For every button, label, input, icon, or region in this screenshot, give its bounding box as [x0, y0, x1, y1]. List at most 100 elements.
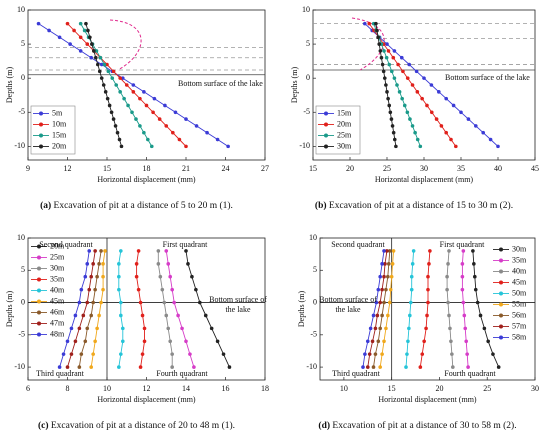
- data-point: [134, 117, 138, 121]
- data-point: [384, 287, 388, 292]
- data-point: [386, 274, 390, 279]
- data-point: [375, 28, 379, 33]
- data-point: [83, 339, 88, 344]
- data-point: [387, 62, 392, 67]
- data-point: [387, 300, 392, 305]
- y-tick-label: -5: [18, 330, 25, 339]
- data-point: [77, 326, 82, 331]
- data-point: [47, 28, 51, 33]
- caption-text: Excavation of pit at a distance of 15 to…: [329, 200, 513, 211]
- data-point: [402, 103, 407, 108]
- data-point: [425, 313, 429, 318]
- data-point: [405, 76, 410, 80]
- data-point: [392, 137, 397, 142]
- legend-marker: [37, 310, 41, 315]
- data-point: [384, 326, 388, 331]
- data-point: [415, 137, 420, 142]
- y-axis-label: Depths (m): [5, 291, 14, 328]
- data-point: [198, 300, 202, 305]
- legend-label: 55m: [512, 299, 527, 308]
- legend-box: [30, 105, 76, 155]
- data-point: [401, 69, 405, 74]
- data-point: [482, 326, 487, 331]
- data-point: [466, 365, 470, 369]
- data-point: [422, 76, 426, 80]
- x-tick-label: 15: [309, 164, 317, 173]
- data-point: [117, 365, 121, 369]
- data-point: [397, 90, 402, 94]
- data-point: [390, 124, 395, 128]
- y-tick-label: 0: [313, 297, 317, 306]
- data-point: [113, 124, 118, 128]
- data-point: [390, 262, 395, 266]
- data-point: [102, 62, 107, 67]
- data-point: [382, 249, 386, 253]
- legend-label: 30m: [512, 244, 527, 253]
- legend-marker: [324, 133, 328, 138]
- annotation: Bottom surface of: [319, 295, 377, 304]
- caption-label: (a): [40, 200, 51, 211]
- x-tick-label: 20: [346, 164, 354, 173]
- caption-text: Excavation of pit at a distance of 5 to …: [54, 200, 233, 211]
- series-line: [78, 250, 102, 368]
- data-point: [149, 144, 154, 149]
- data-point: [425, 103, 429, 108]
- data-point: [221, 352, 226, 356]
- data-point: [166, 326, 171, 331]
- data-point: [410, 83, 415, 87]
- data-point: [392, 76, 397, 80]
- x-tick-label: 8: [66, 384, 70, 393]
- legend-label: 40m: [512, 266, 527, 275]
- data-point: [101, 83, 106, 87]
- legend-marker: [39, 111, 43, 116]
- data-point: [68, 42, 72, 46]
- data-point: [146, 137, 150, 142]
- legend-label: 10m: [52, 119, 67, 128]
- data-point: [390, 69, 394, 74]
- data-point: [57, 35, 62, 40]
- legend-label: 35m: [50, 274, 65, 283]
- data-point: [117, 262, 121, 266]
- data-point: [371, 365, 376, 369]
- data-point: [85, 300, 90, 305]
- data-point: [410, 262, 415, 266]
- series-line: [90, 250, 106, 368]
- data-point: [420, 352, 425, 356]
- annotation: Second quadrant: [331, 240, 385, 249]
- x-axis-label: Horizontal displacement (mm): [378, 395, 477, 404]
- data-point: [124, 83, 129, 87]
- y-tick-label: -5: [303, 107, 310, 116]
- x-tick-label: 18: [261, 384, 269, 393]
- data-point: [65, 365, 70, 369]
- data-point: [57, 365, 62, 369]
- data-point: [380, 352, 384, 356]
- legend-marker: [324, 122, 328, 127]
- data-point: [382, 300, 386, 305]
- data-point: [78, 35, 83, 40]
- data-point: [138, 124, 142, 128]
- data-point: [361, 365, 365, 369]
- data-point: [172, 300, 176, 305]
- data-point: [93, 249, 97, 253]
- plot-frame: [319, 237, 536, 381]
- data-point: [382, 274, 386, 279]
- x-tick-label: 16: [222, 384, 230, 393]
- data-point: [414, 69, 419, 74]
- data-point: [466, 117, 471, 121]
- legend-marker: [499, 280, 503, 285]
- data-point: [426, 274, 430, 279]
- series-line: [185, 250, 230, 368]
- data-point: [88, 35, 92, 40]
- data-point: [481, 130, 486, 135]
- data-point: [386, 96, 390, 101]
- legend-label: 48m: [50, 329, 65, 338]
- y-tick-label: 10: [309, 233, 317, 242]
- data-point: [91, 300, 95, 305]
- data-point: [460, 274, 465, 279]
- data-point: [186, 262, 190, 266]
- data-point: [81, 313, 86, 318]
- data-point: [391, 249, 396, 253]
- data-point: [203, 313, 208, 318]
- data-point: [97, 313, 101, 318]
- legend-marker: [37, 277, 41, 282]
